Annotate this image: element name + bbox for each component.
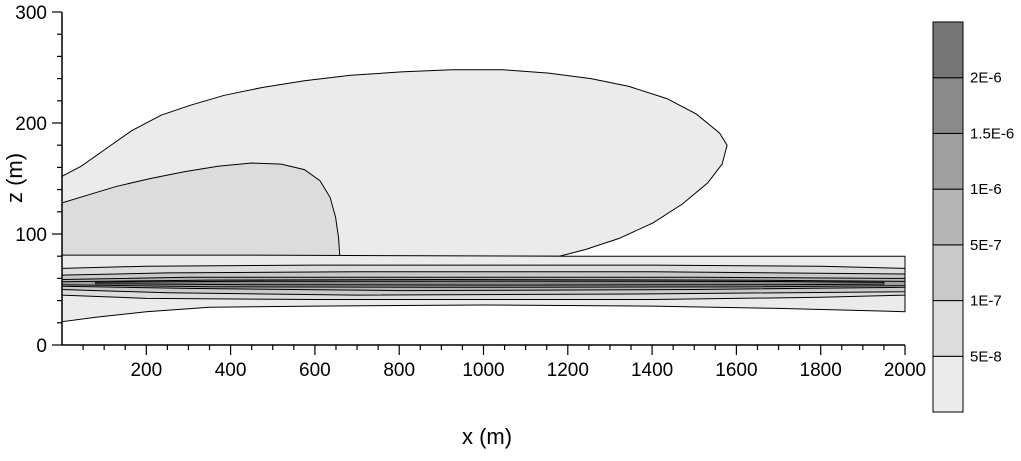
colorbar-label: 5E-8 <box>970 348 1002 365</box>
x-tick-label: 1600 <box>715 360 757 381</box>
colorbar: 5E-8 1E-7 5E-7 1E-6 1.5E-6 2E-6 <box>932 21 1014 413</box>
colorbar-label: 5E-7 <box>970 237 1002 254</box>
x-tick-label: 200 <box>130 360 162 381</box>
colorbar-label: 1E-6 <box>970 181 1002 198</box>
colorbar-swatch <box>932 188 964 246</box>
y-tick-label: 0 <box>36 336 47 357</box>
colorbar-label: 1.5E-6 <box>970 125 1014 142</box>
x-tick-label: 600 <box>299 360 331 381</box>
colorbar-label: 2E-6 <box>970 70 1002 87</box>
contour-region-1E-7-inner-lobe <box>61 162 341 257</box>
contour-regions <box>61 69 906 323</box>
colorbar-label: 1E-7 <box>970 293 1002 310</box>
colorbar-swatch <box>932 132 964 190</box>
x-tick-label: 2000 <box>884 360 926 381</box>
x-tick-label: 1200 <box>547 360 589 381</box>
x-tick-label: 800 <box>383 360 415 381</box>
y-tick-label: 200 <box>15 114 47 135</box>
colorbar-swatch <box>932 300 964 357</box>
x-tick-label: 1800 <box>800 360 842 381</box>
y-tick-label: 100 <box>15 225 47 246</box>
y-axis-label: z (m) <box>2 153 27 203</box>
x-tick-label: 400 <box>215 360 247 381</box>
colorbar-swatch <box>932 244 964 302</box>
colorbar-swatch <box>932 77 964 134</box>
colorbar-swatch <box>932 355 964 413</box>
x-axis-label: x (m) <box>462 424 512 449</box>
y-tick-label: 300 <box>15 3 47 24</box>
colorbar-swatch <box>932 21 964 79</box>
x-tick-label: 1000 <box>462 360 504 381</box>
axes: 200 400 600 800 1000 1200 1400 1600 1800 2000 0 100… <box>15 3 926 381</box>
x-tick-label: 1400 <box>631 360 673 381</box>
contour-region-2E-6-band <box>95 280 885 286</box>
